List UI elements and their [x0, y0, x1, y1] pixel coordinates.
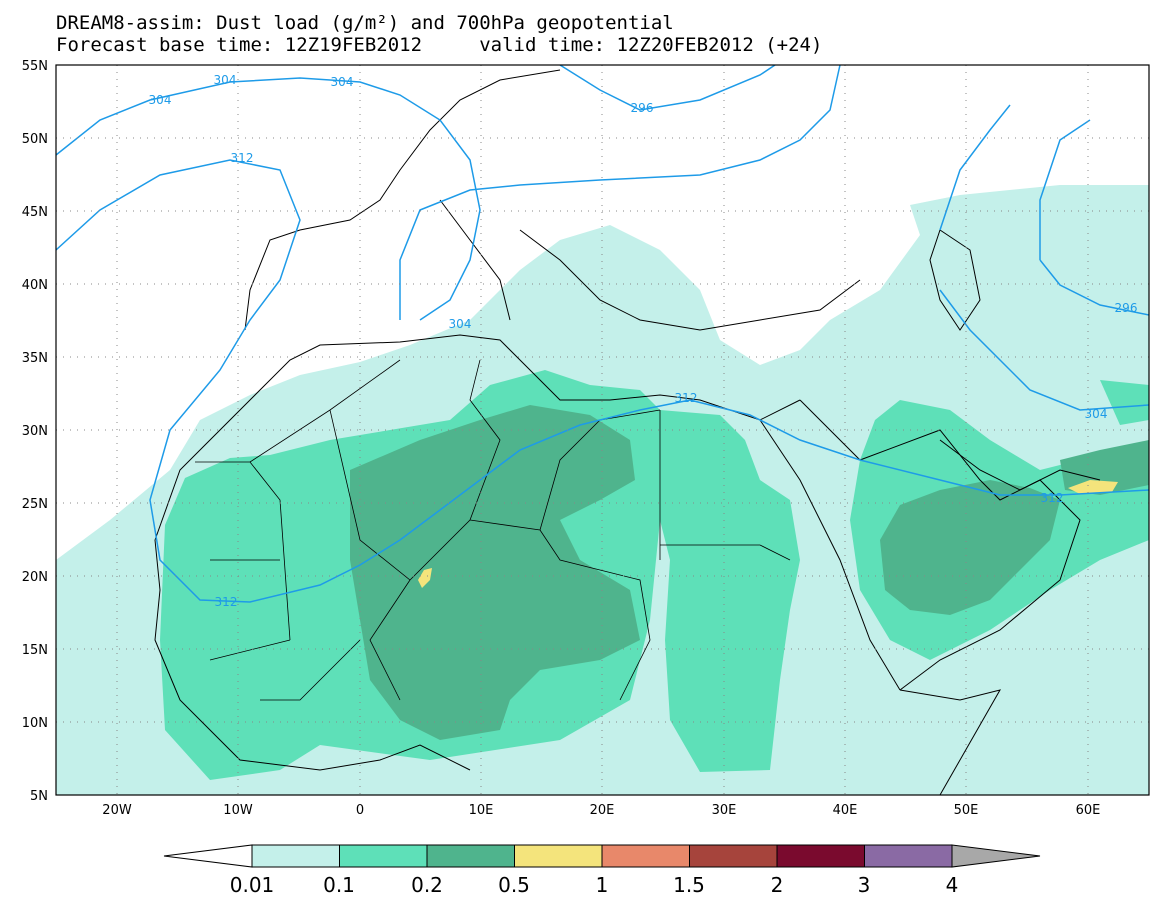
colorbar-cell [864, 844, 953, 868]
colorbar-high-arrow [951, 844, 1041, 868]
lon-label: 20W [102, 803, 132, 818]
coast-italy [439, 199, 511, 321]
lat-label: 50N [22, 132, 48, 147]
lon-label: 10E [469, 803, 494, 818]
lat-label: 55N [22, 59, 48, 74]
dust-level-0.2-iran [1060, 440, 1149, 495]
coast-caspian [929, 229, 981, 331]
colorbar-cell [426, 844, 515, 868]
dust-shading [56, 185, 1149, 795]
colorbar-label: 3 [858, 873, 871, 897]
coast-balkans [519, 229, 861, 331]
lon-labels: 20W 10W 0 10E 20E 30E 40E 50E 60E [102, 803, 1100, 818]
contour-label: 296 [631, 101, 654, 115]
coastlines [154, 69, 1101, 795]
colorbar-cell [601, 844, 690, 868]
colorbar-label: 1.5 [673, 873, 705, 897]
contour-label-group: 304 304 304 296 312 304 296 312 312 304 … [149, 73, 1138, 609]
contour-label: 312 [231, 151, 254, 165]
contour-label: 304 [149, 93, 172, 107]
lon-label: 0 [356, 803, 364, 818]
colorbar-label: 0.1 [323, 873, 355, 897]
lat-label: 45N [22, 205, 48, 220]
contour-296-east2 [1039, 119, 1149, 316]
dust-level-0.5-oman [1068, 480, 1118, 494]
colorbar-cell [251, 844, 340, 868]
lat-label: 10N [22, 716, 48, 731]
contour-304-east [939, 289, 1149, 411]
coast-west-africa [154, 539, 471, 771]
lon-label: 10W [223, 803, 253, 818]
colorbar-label: 0.5 [498, 873, 530, 897]
lat-label: 25N [22, 497, 48, 512]
contour-label: 304 [331, 75, 354, 89]
contour-label: 312 [215, 595, 238, 609]
coast-north-africa [154, 334, 801, 541]
colorbar: 0.01 0.1 0.2 0.5 1 1.5 2 3 4 [163, 844, 1041, 897]
lon-label: 40E [833, 803, 858, 818]
map-title: DREAM8-assim: Dust load (g/m²) and 700hP… [56, 12, 674, 34]
contour-label: 312 [1041, 491, 1064, 505]
contour-312-west [56, 159, 1149, 603]
lon-label: 50E [954, 803, 979, 818]
colorbar-label: 4 [946, 873, 959, 897]
colorbar-label: 0.01 [230, 873, 275, 897]
colorbar-labels: 0.01 0.1 0.2 0.5 1 1.5 2 3 4 [230, 873, 959, 897]
lat-label: 30N [22, 424, 48, 439]
lat-label: 15N [22, 643, 48, 658]
lat-label: 20N [22, 570, 48, 585]
borders [195, 359, 791, 701]
lon-label: 60E [1076, 803, 1101, 818]
forecast-times: Forecast base time: 12Z19FEB2012 valid t… [56, 34, 823, 56]
lat-label: 40N [22, 278, 48, 293]
contour-296-east [939, 104, 1011, 231]
coast-horn-africa [899, 689, 1002, 795]
map-frame [55, 64, 1150, 796]
contour-label: 312 [675, 391, 698, 405]
colorbar-cells [251, 844, 953, 868]
dust-level-0.1-iran [1100, 380, 1149, 425]
colorbar-label: 2 [771, 873, 784, 897]
coast-europe [244, 69, 561, 331]
geopotential-contours [56, 65, 1149, 603]
colorbar-label: 1 [596, 873, 609, 897]
colorbar-cell [689, 844, 778, 868]
dust-level-0.2 [350, 405, 640, 740]
contour-label: 304 [449, 317, 472, 331]
coast-red-sea [759, 419, 901, 691]
dust-level-0.2-arabia [880, 480, 1060, 615]
coast-gulf [939, 439, 1101, 491]
colorbar-cell [339, 844, 428, 868]
contour-304-west [56, 77, 481, 321]
colorbar-low-arrow [163, 844, 253, 868]
contour-label: 304 [214, 73, 237, 87]
contour-304-central [399, 65, 841, 320]
lon-label: 30E [712, 803, 737, 818]
lat-labels: 55N 50N 45N 40N 35N 30N 25N 20N 15N 10N … [22, 59, 48, 804]
contour-296-north [559, 65, 776, 111]
contour-label: 296 [1115, 301, 1138, 315]
colorbar-cell [776, 844, 865, 868]
border-lines [195, 359, 791, 701]
dust-level-0.5 [418, 568, 432, 588]
lat-label: 5N [30, 789, 48, 804]
lon-label: 20E [590, 803, 615, 818]
contour-label: 304 [1085, 407, 1108, 421]
colorbar-label: 0.2 [411, 873, 443, 897]
graticule [56, 65, 1149, 795]
lat-label: 35N [22, 351, 48, 366]
colorbar-cell [514, 844, 603, 868]
